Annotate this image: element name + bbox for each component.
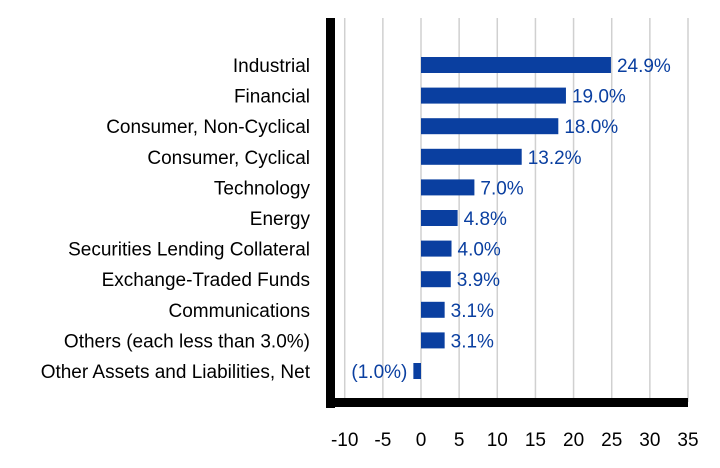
x-tick-label: 20	[563, 430, 584, 451]
category-label: Industrial	[233, 56, 310, 77]
category-label: Exchange-Traded Funds	[102, 270, 310, 291]
x-tick-label: 15	[525, 430, 546, 451]
x-tick-label: 5	[454, 430, 465, 451]
data-label: 13.2%	[528, 148, 582, 169]
data-label: (1.0%)	[351, 362, 407, 383]
category-label: Financial	[234, 87, 310, 108]
bar	[421, 179, 475, 196]
bar	[413, 363, 421, 379]
category-label: Others (each less than 3.0%)	[64, 331, 310, 352]
data-label: 3.1%	[451, 301, 494, 322]
category-label: Consumer, Cyclical	[147, 148, 310, 169]
bar	[421, 210, 458, 226]
data-label: 3.9%	[457, 270, 500, 291]
data-label: 19.0%	[572, 87, 626, 108]
x-axis	[326, 398, 688, 407]
x-tick-label: 30	[639, 430, 660, 451]
bar	[421, 301, 445, 318]
bars	[413, 57, 611, 379]
category-label: Consumer, Non-Cyclical	[106, 117, 310, 138]
bar	[421, 148, 522, 165]
bar	[421, 332, 445, 349]
category-label: Communications	[169, 301, 311, 322]
bar	[421, 271, 451, 288]
x-tick-label: -10	[331, 430, 358, 451]
category-label: Technology	[214, 178, 311, 199]
x-tick-label: 10	[487, 430, 508, 451]
data-label: 18.0%	[564, 117, 618, 138]
data-label: 3.1%	[451, 331, 494, 352]
data-label: 24.9%	[617, 56, 671, 77]
category-label: Securities Lending Collateral	[68, 240, 310, 261]
x-tick-label: 0	[416, 430, 427, 451]
category-label: Other Assets and Liabilities, Net	[41, 362, 311, 383]
data-label: 7.0%	[480, 178, 523, 199]
x-tick-label: 25	[601, 430, 622, 451]
grid-lines	[343, 18, 689, 402]
category-label: Energy	[250, 209, 311, 230]
bar	[421, 87, 566, 104]
bar	[421, 240, 452, 257]
data-label: 4.0%	[458, 240, 501, 261]
x-tick-label: -5	[374, 430, 391, 451]
data-label: 4.8%	[464, 209, 507, 230]
x-tick-label: 35	[677, 430, 698, 451]
y-axis	[326, 18, 335, 408]
value-labels: 24.9% 19.0% 18.0% 13.2%7.0% 4.8% 4.0% 3.9% 3.1%…	[351, 56, 671, 383]
category-labels: Industrial Financial Consumer, Non-Cyclica…	[41, 56, 311, 383]
bar	[421, 57, 611, 73]
bar	[421, 118, 559, 135]
x-tick-labels: -10 -5 0 5 10 15 20 25 30 35	[331, 430, 699, 451]
axes	[326, 18, 688, 408]
